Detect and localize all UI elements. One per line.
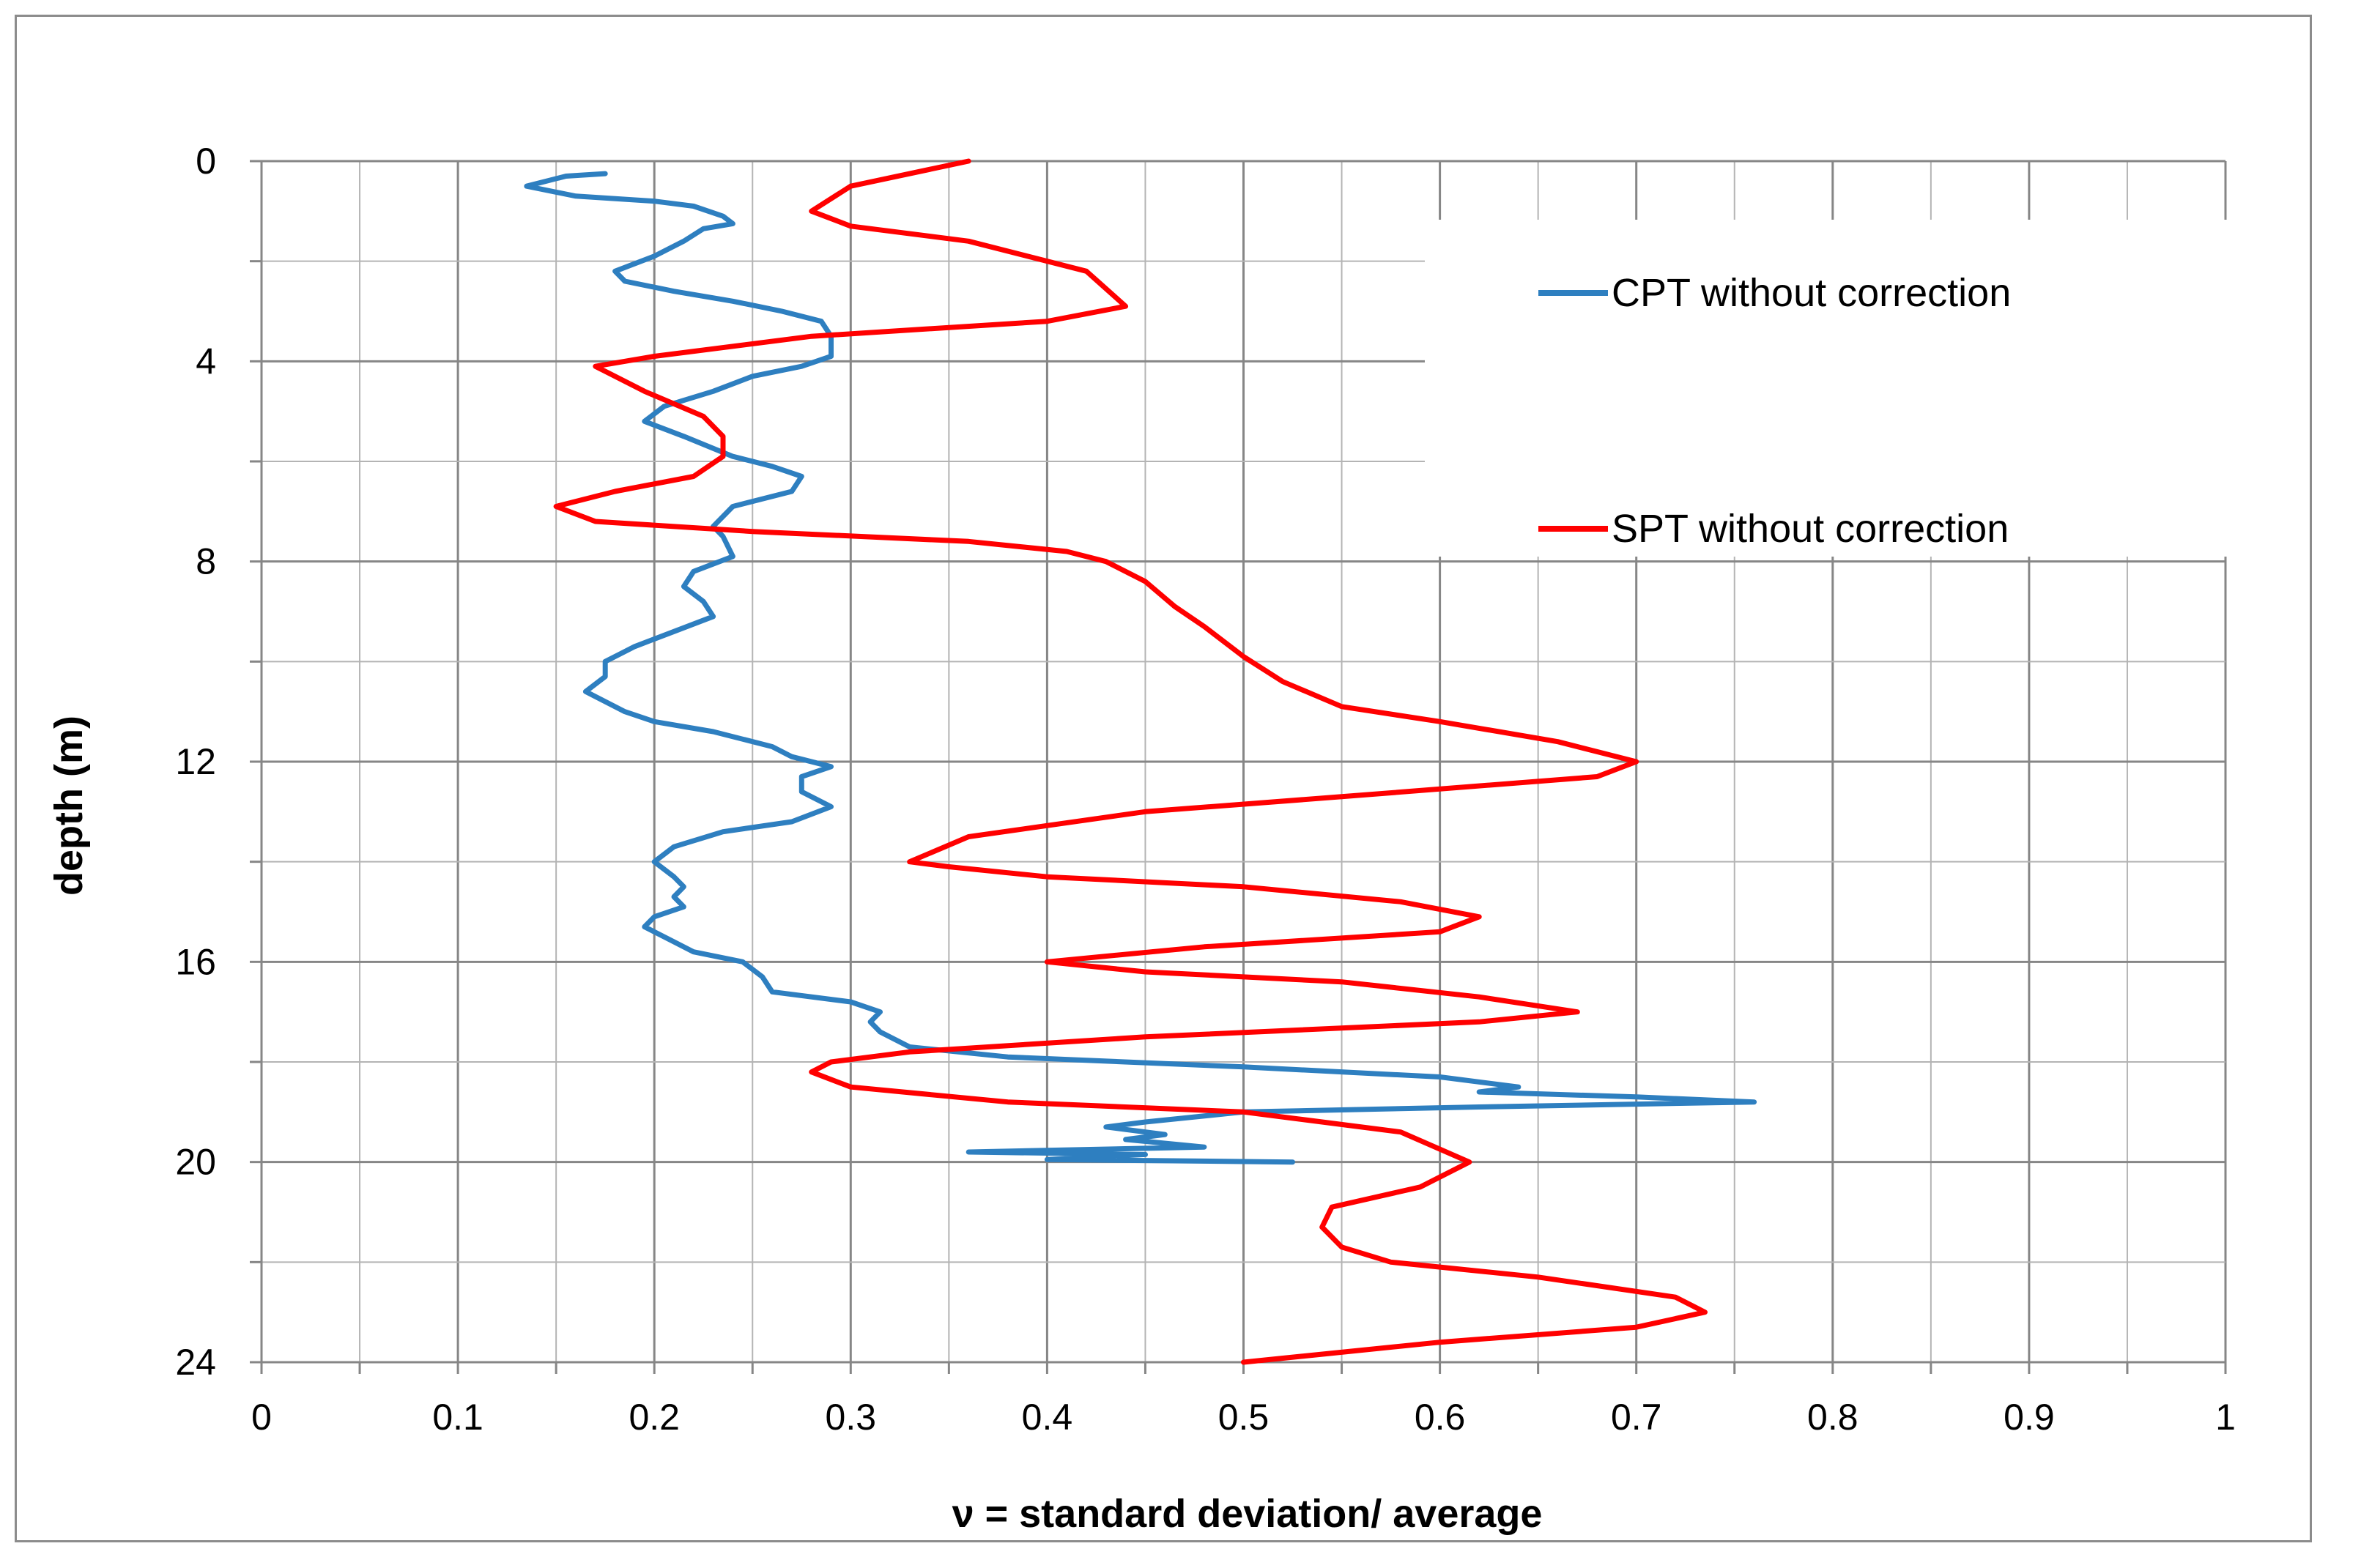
- legend-label-cpt: CPT without correction: [1612, 271, 2011, 315]
- x-tick-label: 0.4: [1022, 1397, 1073, 1438]
- y-tick-label: 12: [175, 741, 216, 782]
- x-tick-label: 0.1: [432, 1397, 483, 1438]
- x-tick-label: 0.3: [826, 1397, 877, 1438]
- x-tick-label: 0.7: [1611, 1397, 1662, 1438]
- tick-labels: 0 4 8 12 16 20 24 0 0.1 0.2 0.3 0.4 0.5 0.6 0.7 0.8 0.9 1: [175, 141, 2236, 1438]
- x-tick-label: 0.2: [629, 1397, 680, 1438]
- y-tick-label: 16: [175, 941, 216, 982]
- x-tick-label: 0.6: [1415, 1397, 1466, 1438]
- y-tick-label: 8: [196, 541, 216, 582]
- y-tick-label: 20: [175, 1142, 216, 1183]
- legend: CPT without correction SPT without correc…: [1425, 220, 2227, 557]
- x-axis-title: ν = standard deviation/ average: [952, 1492, 1543, 1536]
- y-tick-label: 4: [196, 341, 216, 382]
- legend-label-spt: SPT without correction: [1612, 507, 2009, 551]
- x-tick-label: 0.9: [2004, 1397, 2055, 1438]
- y-axis-title: depth (m): [47, 716, 91, 896]
- spt-series-line: [553, 158, 1708, 1365]
- x-tick-label: 0.5: [1218, 1397, 1270, 1438]
- y-tick-label: 0: [196, 141, 216, 182]
- legend-background: [1425, 220, 2227, 557]
- x-tick-label: 0.8: [1807, 1397, 1858, 1438]
- x-tick-label: 1: [2215, 1397, 2236, 1438]
- x-tick-label: 0: [251, 1397, 272, 1438]
- y-tick-label: 24: [175, 1342, 216, 1383]
- cpt-series-line: [524, 171, 1757, 1165]
- series-layer: [524, 158, 1757, 1365]
